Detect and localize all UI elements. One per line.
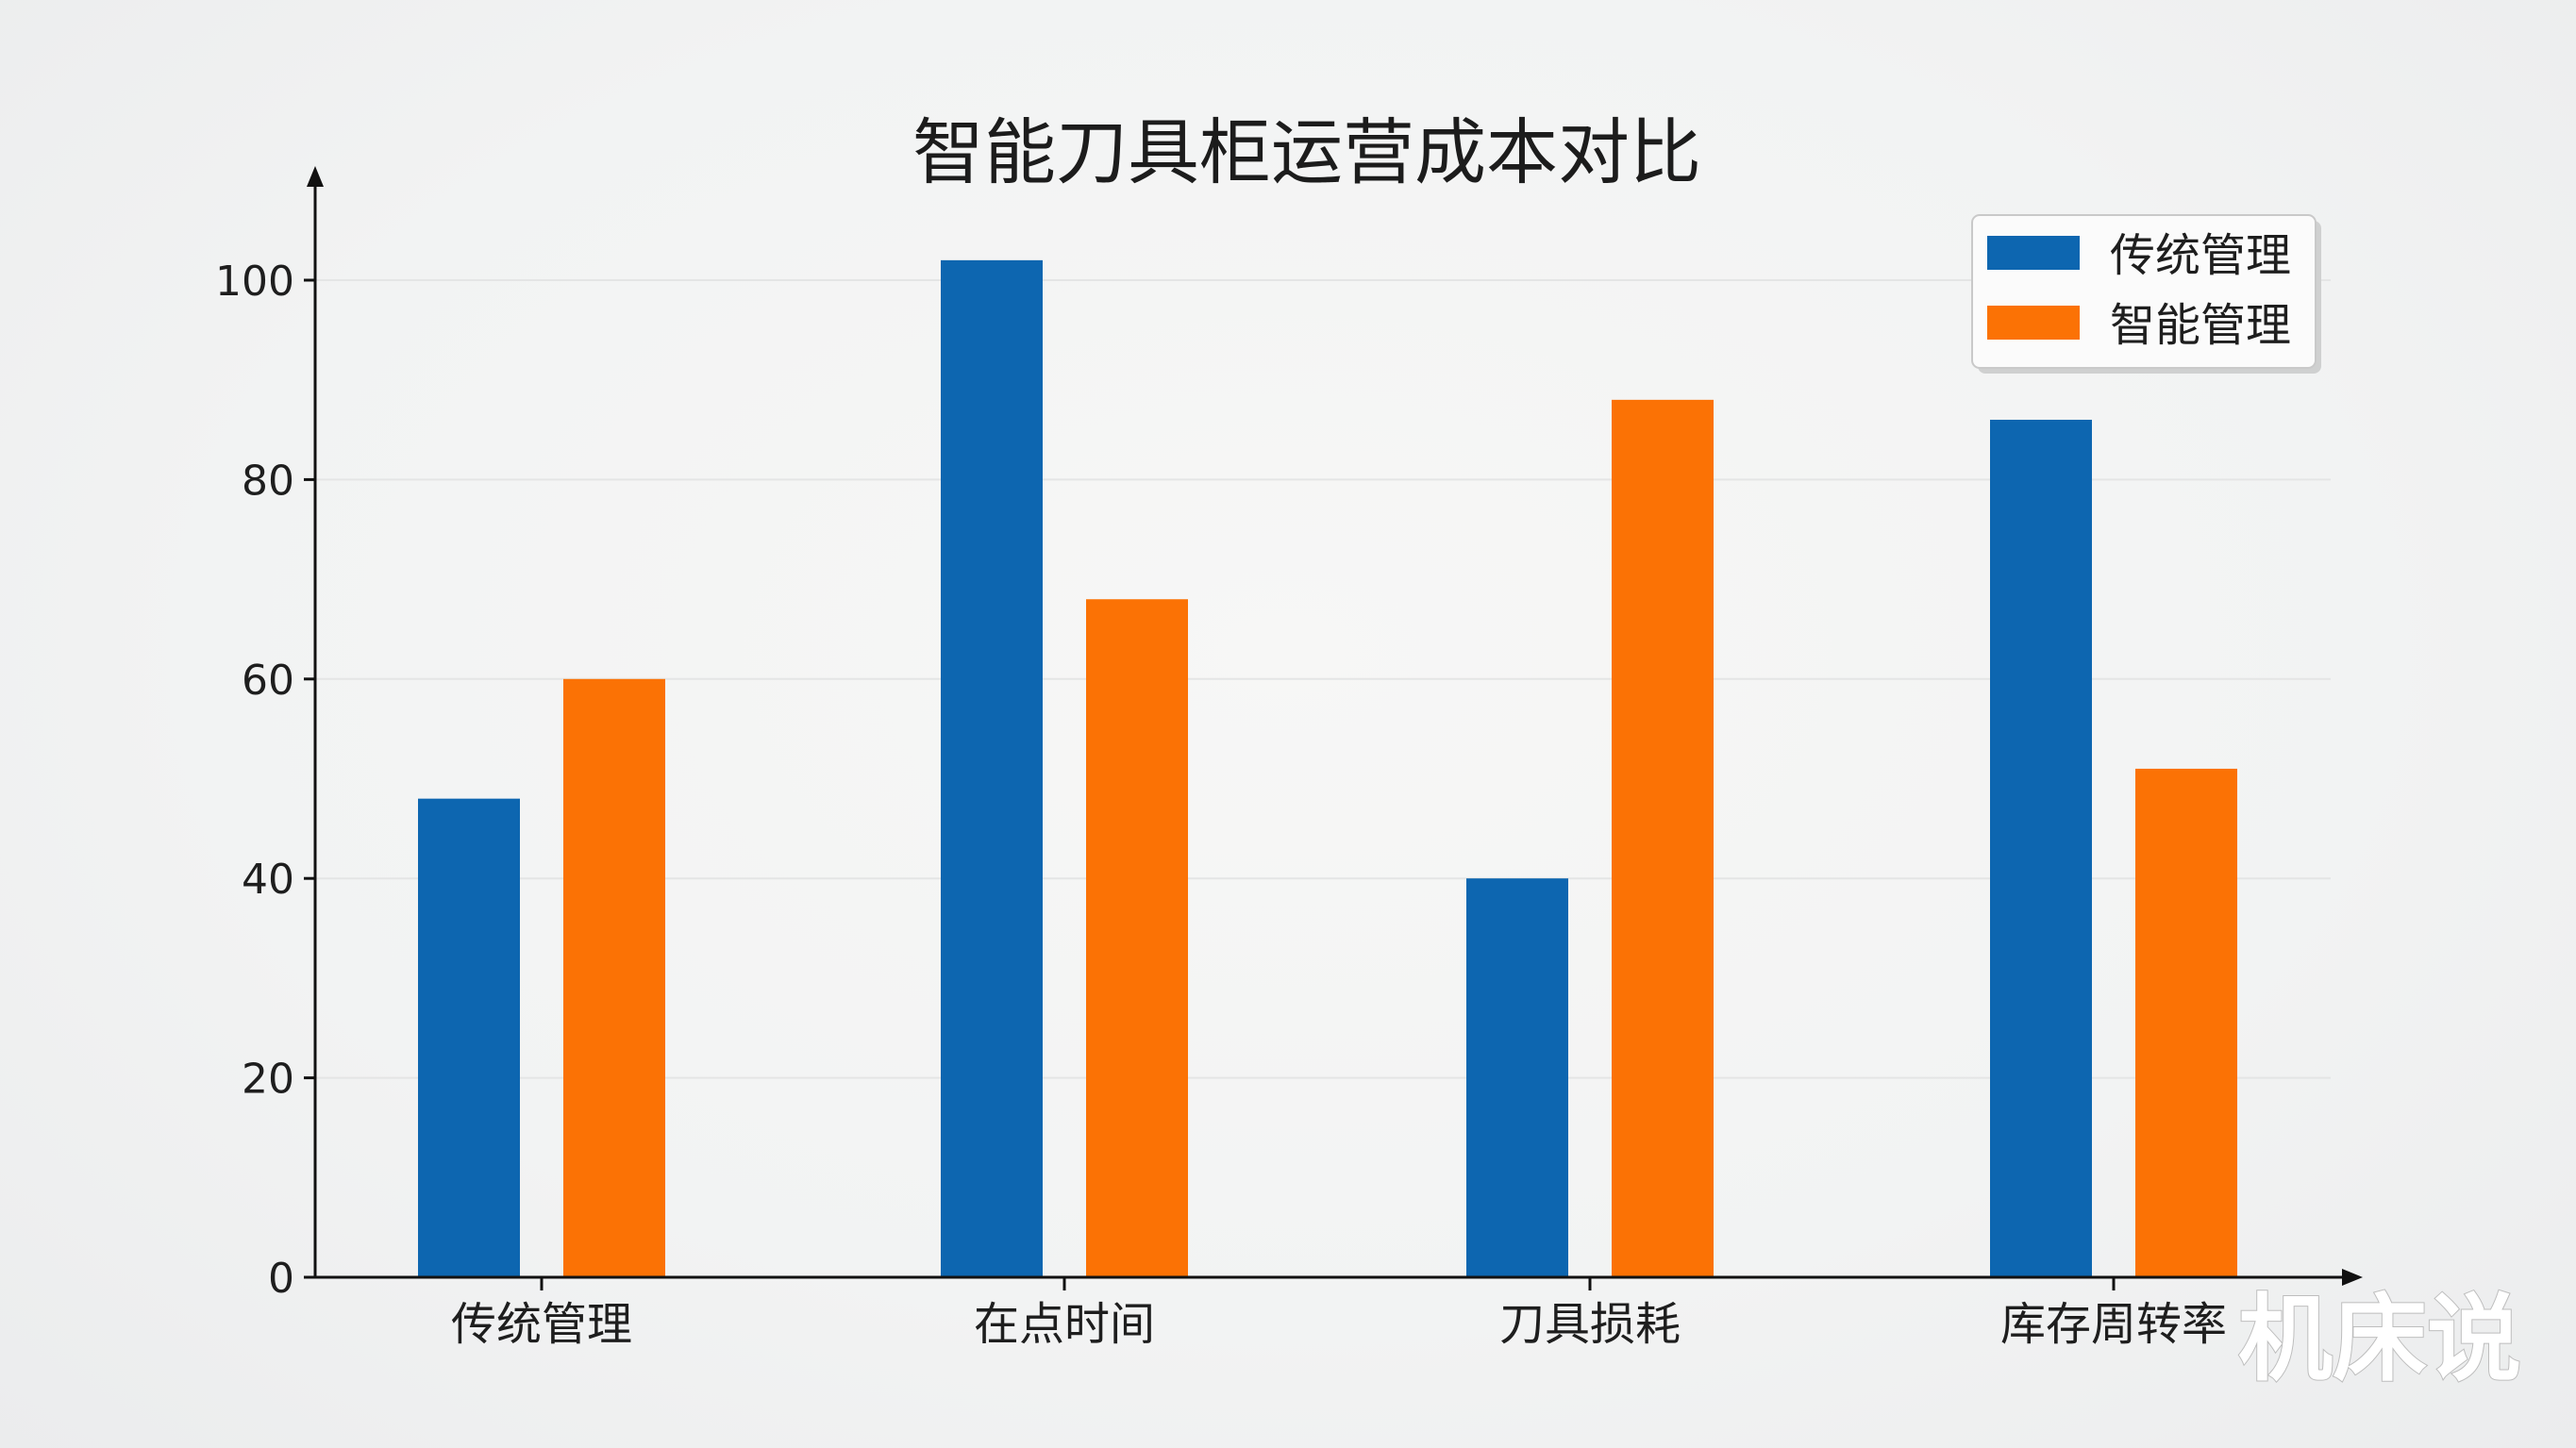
x-tick-label-0: 传统管理: [451, 1298, 632, 1351]
y-tick-labels: 0 20 40 60 80 100: [215, 258, 315, 1303]
x-tick-label-3: 库存周转率: [2000, 1298, 2227, 1351]
watermark: 机床说: [2238, 1284, 2521, 1394]
y-tick-label-100: 100: [215, 258, 294, 306]
bar-traditional-3: [1990, 419, 2092, 1278]
chart-title: 智能刀具柜运营成本对比: [912, 110, 1701, 194]
bar-smart-1: [1086, 599, 1188, 1277]
y-tick-label-20: 20: [242, 1056, 294, 1104]
legend-label-traditional: 传统管理: [2110, 229, 2291, 282]
legend-swatch-traditional: [1987, 236, 2080, 270]
bar-traditional-0: [418, 798, 520, 1277]
x-axis-arrow: [2342, 1269, 2363, 1286]
y-tick-label-0: 0: [268, 1255, 294, 1303]
legend: 传统管理 智能管理: [1971, 214, 2321, 374]
y-tick-label-40: 40: [242, 856, 294, 904]
legend-swatch-smart: [1987, 306, 2080, 340]
bar-traditional-2: [1466, 878, 1568, 1277]
x-tick-labels: 传统管理 在点时间 刀具损耗 库存周转率: [451, 1277, 2227, 1351]
y-tick-label-60: 60: [242, 657, 294, 705]
bar-smart-0: [563, 678, 665, 1277]
x-tick-label-2: 刀具损耗: [1499, 1298, 1681, 1351]
axes: [307, 166, 2363, 1286]
x-tick-label-1: 在点时间: [974, 1298, 1155, 1351]
bar-smart-2: [1612, 399, 1714, 1278]
bars: [418, 259, 2237, 1278]
y-tick-label-80: 80: [242, 457, 294, 505]
y-axis-arrow: [307, 166, 324, 187]
legend-label-smart: 智能管理: [2110, 299, 2291, 352]
bar-traditional-1: [941, 259, 1043, 1277]
bar-smart-3: [2135, 768, 2237, 1277]
